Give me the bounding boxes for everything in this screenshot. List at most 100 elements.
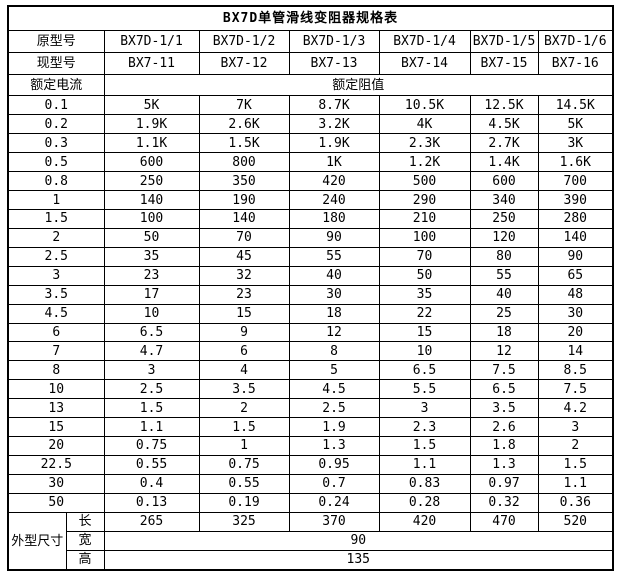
original-model-value: BX7D-1/2 xyxy=(198,30,290,53)
resistance-value: 6.5 xyxy=(378,360,471,381)
resistance-value: 9 xyxy=(198,322,290,343)
resistance-value: 2.6K xyxy=(198,114,290,135)
resistance-value: 1.5K xyxy=(198,133,290,154)
current-model-value: BX7-16 xyxy=(537,51,614,75)
rated-current-value: 0.2 xyxy=(7,114,105,135)
resistance-value: 190 xyxy=(198,190,290,210)
length-value: 420 xyxy=(378,512,471,532)
resistance-value: 100 xyxy=(103,208,200,229)
resistance-value: 600 xyxy=(469,171,539,192)
resistance-value: 700 xyxy=(537,171,614,192)
dimensions-label: 外型尺寸 xyxy=(7,512,67,571)
resistance-value: 30 xyxy=(288,284,380,305)
width-row: 宽 90 xyxy=(8,530,614,551)
resistance-value: 0.83 xyxy=(378,473,471,494)
resistance-value: 55 xyxy=(469,265,539,286)
table-row: 0.5 600 800 1K 1.2K 1.4K 1.6K xyxy=(7,152,614,173)
resistance-value: 23 xyxy=(198,284,290,305)
width-value: 90 xyxy=(103,530,614,551)
current-model-label: 现型号 xyxy=(7,51,105,75)
resistance-value: 2.3K xyxy=(378,133,471,154)
resistance-value: 8 xyxy=(288,341,380,362)
resistance-value: 10 xyxy=(103,303,200,324)
resistance-value: 1.9K xyxy=(103,114,200,135)
resistance-value: 420 xyxy=(288,171,380,192)
resistance-value: 6 xyxy=(198,341,290,362)
rated-current-value: 1 xyxy=(7,190,105,210)
resistance-rows: 0.1 5K 7K 8.7K 10.5K 12.5K 14.5K 0.2 1.9K 2.6K 3.2… xyxy=(7,95,614,514)
resistance-value: 500 xyxy=(378,171,471,192)
resistance-value: 1.9K xyxy=(288,133,380,154)
resistance-value: 4 xyxy=(198,360,290,381)
resistance-value: 140 xyxy=(198,208,290,229)
resistance-value: 1.5 xyxy=(378,436,471,456)
table-row: 0.1 5K 7K 8.7K 10.5K 12.5K 14.5K xyxy=(7,95,614,116)
original-model-value: BX7D-1/3 xyxy=(288,30,380,53)
original-model-value: BX7D-1/6 xyxy=(537,30,614,53)
resistance-value: 6.5 xyxy=(103,322,200,343)
resistance-value: 280 xyxy=(537,208,614,229)
resistance-value: 25 xyxy=(469,303,539,324)
current-model-value: BX7-13 xyxy=(288,51,380,75)
resistance-value: 14.5K xyxy=(537,95,614,116)
table-row: 10 2.5 3.5 4.5 5.5 6.5 7.5 xyxy=(7,379,614,400)
table-row: 0.3 1.1K 1.5K 1.9K 2.3K 2.7K 3K xyxy=(7,133,614,154)
resistance-value: 2.3 xyxy=(378,417,471,438)
resistance-value: 12.5K xyxy=(469,95,539,116)
resistance-value: 7K xyxy=(198,95,290,116)
resistance-value: 14 xyxy=(537,341,614,362)
resistance-value: 5 xyxy=(288,360,380,381)
resistance-value: 6.5 xyxy=(469,379,539,400)
resistance-value: 4K xyxy=(378,114,471,135)
resistance-value: 20 xyxy=(537,322,614,343)
resistance-value: 3 xyxy=(537,417,614,438)
original-model-row: 原型号 BX7D-1/1 BX7D-1/2 BX7D-1/3 BX7D-1/4 … xyxy=(7,30,614,53)
page-title: BX7D单管滑线变阻器规格表 xyxy=(7,5,614,31)
length-label: 长 xyxy=(65,512,105,532)
resistance-value: 0.36 xyxy=(537,492,614,514)
resistance-value: 1.3 xyxy=(469,454,539,475)
resistance-value: 35 xyxy=(103,246,200,267)
resistance-value: 100 xyxy=(378,227,471,248)
resistance-value: 65 xyxy=(537,265,614,286)
length-value: 370 xyxy=(288,512,380,532)
resistance-value: 70 xyxy=(378,246,471,267)
table-row: 1 140 190 240 290 340 390 xyxy=(7,190,614,210)
resistance-value: 350 xyxy=(198,171,290,192)
resistance-value: 0.7 xyxy=(288,473,380,494)
resistance-value: 70 xyxy=(198,227,290,248)
resistance-value: 23 xyxy=(103,265,200,286)
resistance-value: 3.5 xyxy=(469,398,539,419)
height-value: 135 xyxy=(103,549,614,571)
resistance-value: 10 xyxy=(378,341,471,362)
height-label: 高 xyxy=(65,549,105,571)
resistance-value: 0.55 xyxy=(103,454,200,475)
resistance-value: 1.5 xyxy=(103,398,200,419)
table-row: 50 0.13 0.19 0.24 0.28 0.32 0.36 xyxy=(7,492,614,514)
rated-current-value: 8 xyxy=(7,360,105,381)
resistance-value: 35 xyxy=(378,284,471,305)
resistance-value: 40 xyxy=(469,284,539,305)
table-row: 1.5 100 140 180 210 250 280 xyxy=(7,208,614,229)
original-model-value: BX7D-1/5 xyxy=(469,30,539,53)
resistance-value: 32 xyxy=(198,265,290,286)
current-model-value: BX7-11 xyxy=(103,51,200,75)
resistance-value: 4.2 xyxy=(537,398,614,419)
resistance-value: 0.4 xyxy=(103,473,200,494)
resistance-value: 210 xyxy=(378,208,471,229)
resistance-value: 1.1 xyxy=(103,417,200,438)
resistance-value: 290 xyxy=(378,190,471,210)
resistance-value: 50 xyxy=(103,227,200,248)
resistance-value: 250 xyxy=(469,208,539,229)
resistance-value: 90 xyxy=(537,246,614,267)
resistance-value: 3 xyxy=(103,360,200,381)
resistance-value: 15 xyxy=(378,322,471,343)
resistance-value: 0.19 xyxy=(198,492,290,514)
resistance-value: 22 xyxy=(378,303,471,324)
resistance-value: 1.8 xyxy=(469,436,539,456)
rated-current-value: 0.5 xyxy=(7,152,105,173)
resistance-value: 600 xyxy=(103,152,200,173)
rated-current-value: 0.1 xyxy=(7,95,105,116)
length-value: 325 xyxy=(198,512,290,532)
